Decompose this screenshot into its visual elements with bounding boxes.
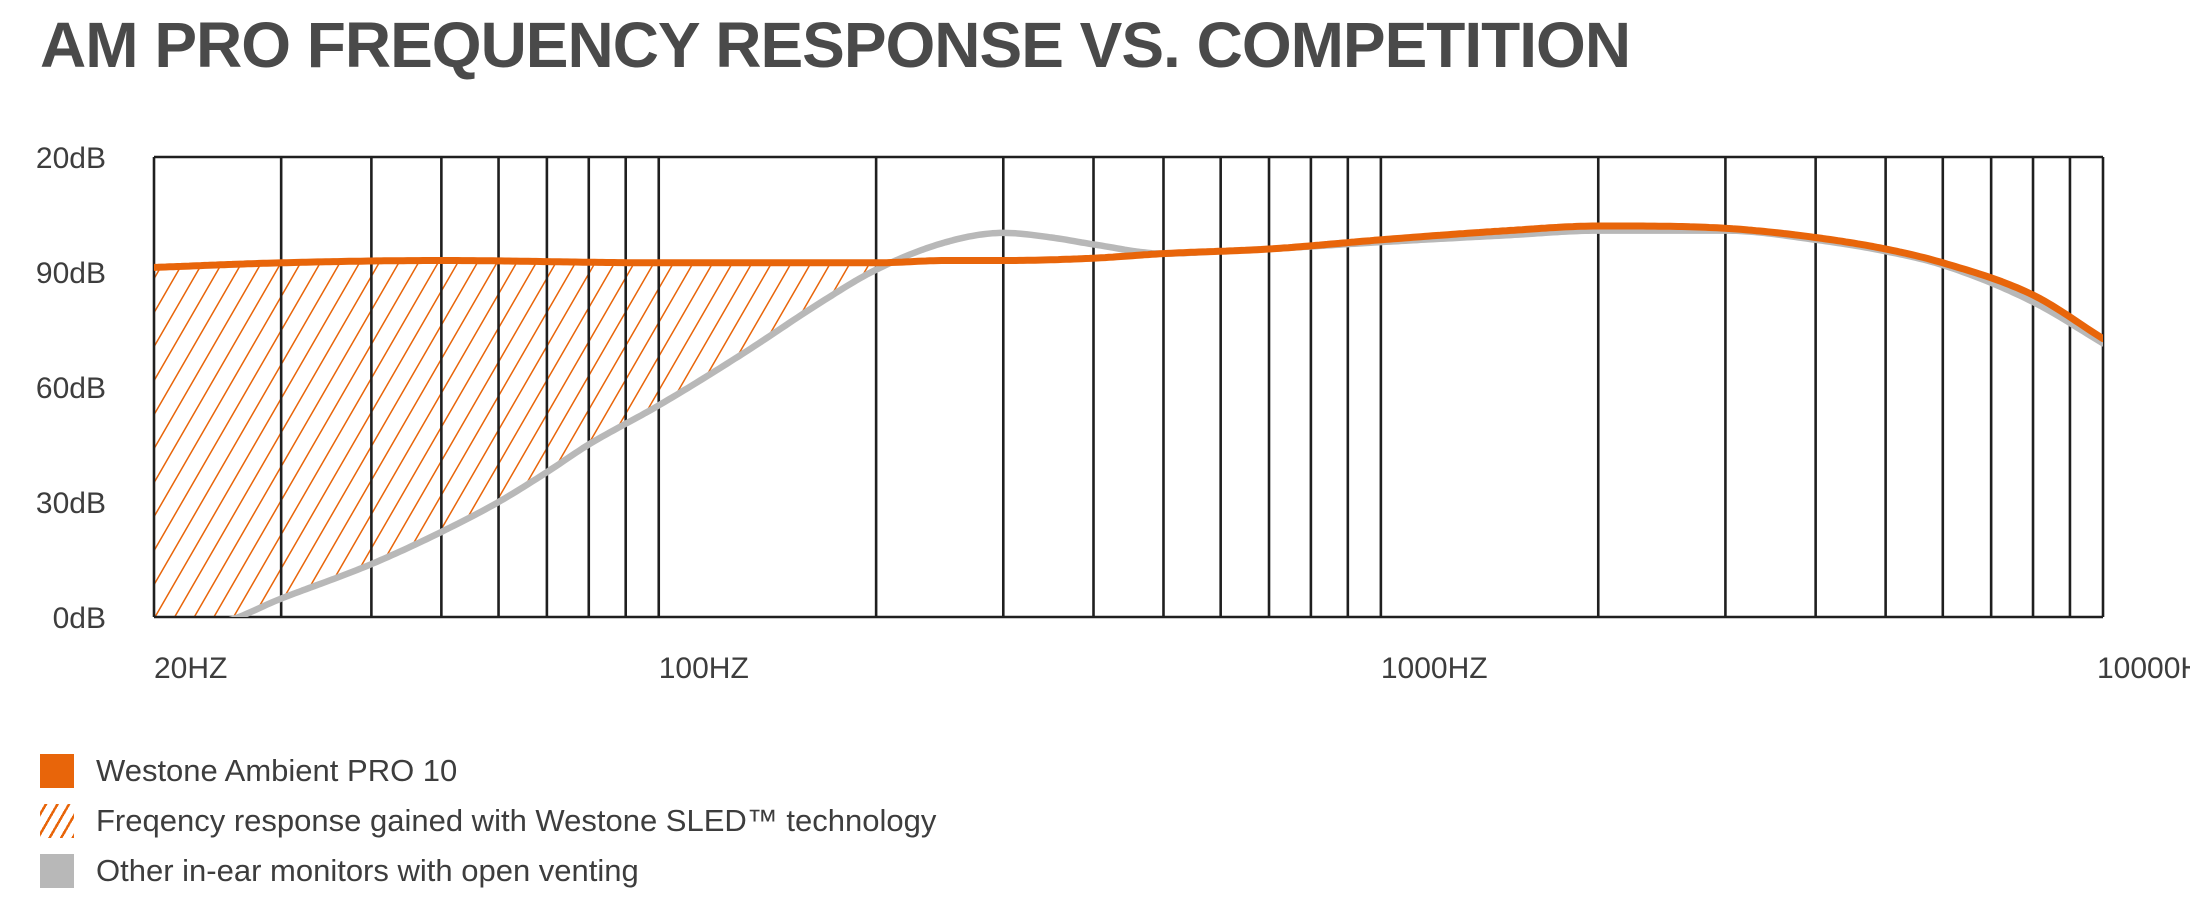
x-tick-label: 20HZ <box>154 652 227 685</box>
legend: Westone Ambient PRO 10 Freqency response… <box>40 746 936 896</box>
y-tick-label: 60dB <box>36 372 106 405</box>
y-tick-label: 20dB <box>36 142 106 175</box>
legend-item-other: Other in-ear monitors with open venting <box>40 846 936 896</box>
x-tick-label: 10000HZ <box>2097 652 2190 685</box>
hatched-area <box>154 260 891 617</box>
legend-swatch-orange <box>40 754 74 788</box>
y-tick-label: 90dB <box>36 257 106 290</box>
x-axis-ticks: 20HZ 100HZ 1000HZ 10000HZ <box>154 652 2190 685</box>
x-tick-label: 1000HZ <box>1381 652 1488 685</box>
series-line-westone <box>154 222 2103 343</box>
legend-swatch-hatched <box>40 804 74 838</box>
plot-grid <box>152 155 2105 619</box>
chart-title: AM PRO FREQUENCY RESPONSE VS. COMPETITIO… <box>40 9 1631 81</box>
y-axis-ticks: 20dB 90dB 60dB 30dB 0dB <box>36 142 106 635</box>
legend-item-sled: Freqency response gained with Westone SL… <box>40 796 936 846</box>
legend-label: Other in-ear monitors with open venting <box>96 853 639 888</box>
series-lines <box>154 222 2103 617</box>
legend-swatch-gray <box>40 854 74 888</box>
legend-item-westone: Westone Ambient PRO 10 <box>40 746 936 796</box>
y-tick-label: 0dB <box>53 602 106 635</box>
x-tick-label: 100HZ <box>659 652 749 685</box>
sled-gain-hatched-area <box>154 260 891 617</box>
legend-label: Freqency response gained with Westone SL… <box>96 803 937 838</box>
y-tick-label: 30dB <box>36 487 106 520</box>
legend-label: Westone Ambient PRO 10 <box>96 753 458 788</box>
